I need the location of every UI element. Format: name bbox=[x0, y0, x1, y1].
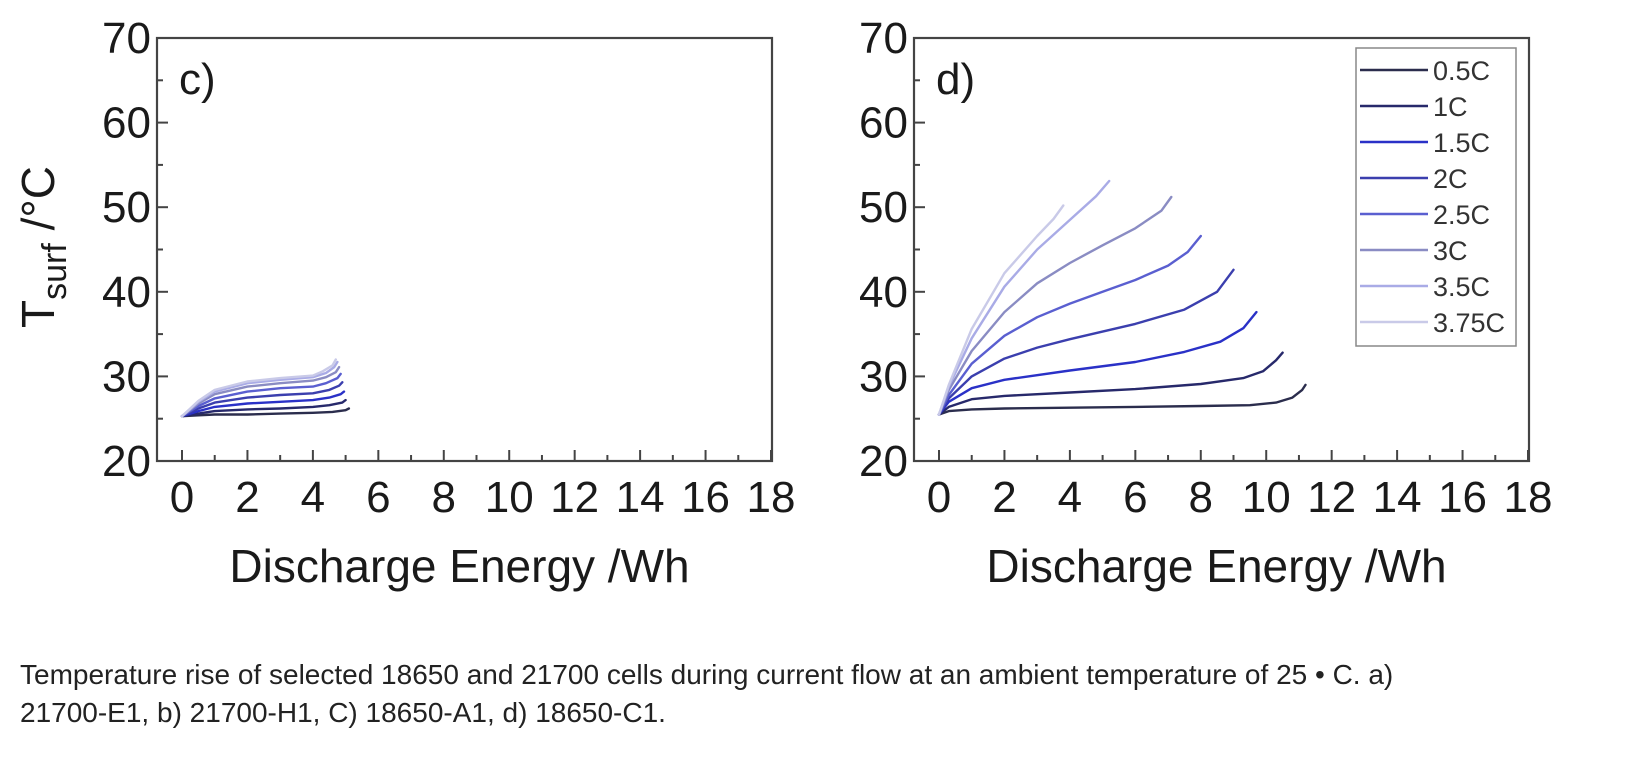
panel-d-legend-label: 1C bbox=[1433, 92, 1468, 122]
caption-line-1: Temperature rise of selected 18650 and 2… bbox=[20, 659, 1394, 690]
panel-c-y-tick-label: 60 bbox=[102, 99, 151, 148]
panel-d-x-axis-title: Discharge Energy /Wh bbox=[986, 540, 1446, 592]
panel-d-series-1-5C bbox=[937, 310, 1258, 416]
panel-d-x-tick-label: 18 bbox=[1504, 473, 1553, 522]
panel-d-x-tick-label: 6 bbox=[1123, 473, 1147, 522]
panel-c-x-tick-label: 0 bbox=[170, 473, 194, 522]
panel-d-x-tick-label: 0 bbox=[927, 473, 951, 522]
panel-c-series-3C bbox=[180, 365, 341, 418]
panel-d-x-tick-label: 8 bbox=[1189, 473, 1213, 522]
panel-d-x-tick-label: 14 bbox=[1373, 473, 1422, 522]
panel-d-series-3C bbox=[937, 195, 1173, 416]
caption-line-2: 21700-E1, b) 21700-H1, C) 18650-A1, d) 1… bbox=[20, 697, 666, 728]
panel-c-y-tick-label: 70 bbox=[102, 14, 151, 63]
panel-c-y-axis-title: Tsurf /°C bbox=[12, 166, 74, 328]
panel-c-panel-label: c) bbox=[179, 55, 216, 104]
panel-d-legend-label: 3.75C bbox=[1433, 308, 1505, 338]
panel-c-x-tick-label: 12 bbox=[550, 473, 599, 522]
panel-d-legend-label: 2C bbox=[1433, 164, 1468, 194]
panel-d-panel-label: d) bbox=[936, 55, 975, 104]
panel-c-series-1C bbox=[180, 398, 347, 418]
panel-d-y-tick-label: 70 bbox=[859, 14, 908, 63]
panel-d-x-tick-label: 4 bbox=[1058, 473, 1082, 522]
panel-d-series-2C bbox=[937, 268, 1235, 416]
panel-c-series-3-75C bbox=[180, 358, 337, 418]
panel-c-x-axis-title: Discharge Energy /Wh bbox=[229, 540, 689, 592]
panel-c-x-tick-label: 6 bbox=[366, 473, 390, 522]
panel-d-legend-label: 2.5C bbox=[1433, 200, 1490, 230]
panel-c-y-tick-label: 50 bbox=[102, 183, 151, 232]
panel-d-chart: 20 30 40 50 60 70 0 2 4 6 8 10 12 14 16 18 Discharge Ene… bbox=[859, 14, 1552, 592]
panel-d-y-tick-label: 30 bbox=[859, 352, 908, 401]
figure-caption: Temperature rise of selected 18650 and 2… bbox=[20, 656, 1620, 732]
panel-c-y-tick-label: 40 bbox=[102, 268, 151, 317]
panel-c-x-tick-label: 4 bbox=[301, 473, 325, 522]
panel-c-y-tick-label: 20 bbox=[102, 437, 151, 486]
y-axis-title-main: T bbox=[12, 300, 64, 328]
panel-d-series-0-5C bbox=[937, 383, 1307, 416]
panel-d-x-tick-label: 12 bbox=[1307, 473, 1356, 522]
panel-c-x-tick-label: 2 bbox=[235, 473, 259, 522]
panel-c-x-tick-label: 16 bbox=[681, 473, 730, 522]
panel-c-series-2-5C bbox=[180, 372, 342, 418]
panel-c-series-1-5C bbox=[180, 390, 346, 418]
panel-d-y-tick-label: 20 bbox=[859, 437, 908, 486]
panel-c-x-tick-label: 18 bbox=[747, 473, 796, 522]
panel-d-x-tick-label: 10 bbox=[1242, 473, 1291, 522]
panel-d-series-1C bbox=[937, 351, 1284, 416]
panel-d-series-3-75C bbox=[937, 204, 1065, 416]
panel-d-y-tick-label: 40 bbox=[859, 268, 908, 317]
panel-c-x-tick-label: 14 bbox=[616, 473, 665, 522]
panel-d-x-tick-label: 2 bbox=[992, 473, 1016, 522]
panel-d-legend-label: 0.5C bbox=[1433, 56, 1490, 86]
panel-d-legend-label: 3C bbox=[1433, 236, 1468, 266]
y-axis-title-sub: surf bbox=[36, 243, 74, 300]
panel-c-series-2C bbox=[180, 381, 344, 418]
panel-d-series-2-5C bbox=[937, 234, 1203, 416]
panel-c-x-tick-label: 8 bbox=[432, 473, 456, 522]
panel-d-legend-label: 1.5C bbox=[1433, 128, 1490, 158]
panel-c-chart: 20 30 40 50 60 70 0 2 4 6 8 10 12 14 16 18 Discharge Ene… bbox=[12, 14, 795, 592]
panel-c-x-tick-label: 10 bbox=[485, 473, 534, 522]
panel-d-x-tick-label: 16 bbox=[1438, 473, 1487, 522]
panel-d-legend-box bbox=[1355, 47, 1517, 347]
panel-c-series-0-5C bbox=[180, 407, 351, 418]
panel-c-y-tick-label: 30 bbox=[102, 352, 151, 401]
panel-d-legend-label: 3.5C bbox=[1433, 272, 1490, 302]
y-axis-title-unit: /°C bbox=[12, 166, 64, 243]
panel-d-y-tick-label: 50 bbox=[859, 183, 908, 232]
panel-d-y-tick-label: 60 bbox=[859, 99, 908, 148]
